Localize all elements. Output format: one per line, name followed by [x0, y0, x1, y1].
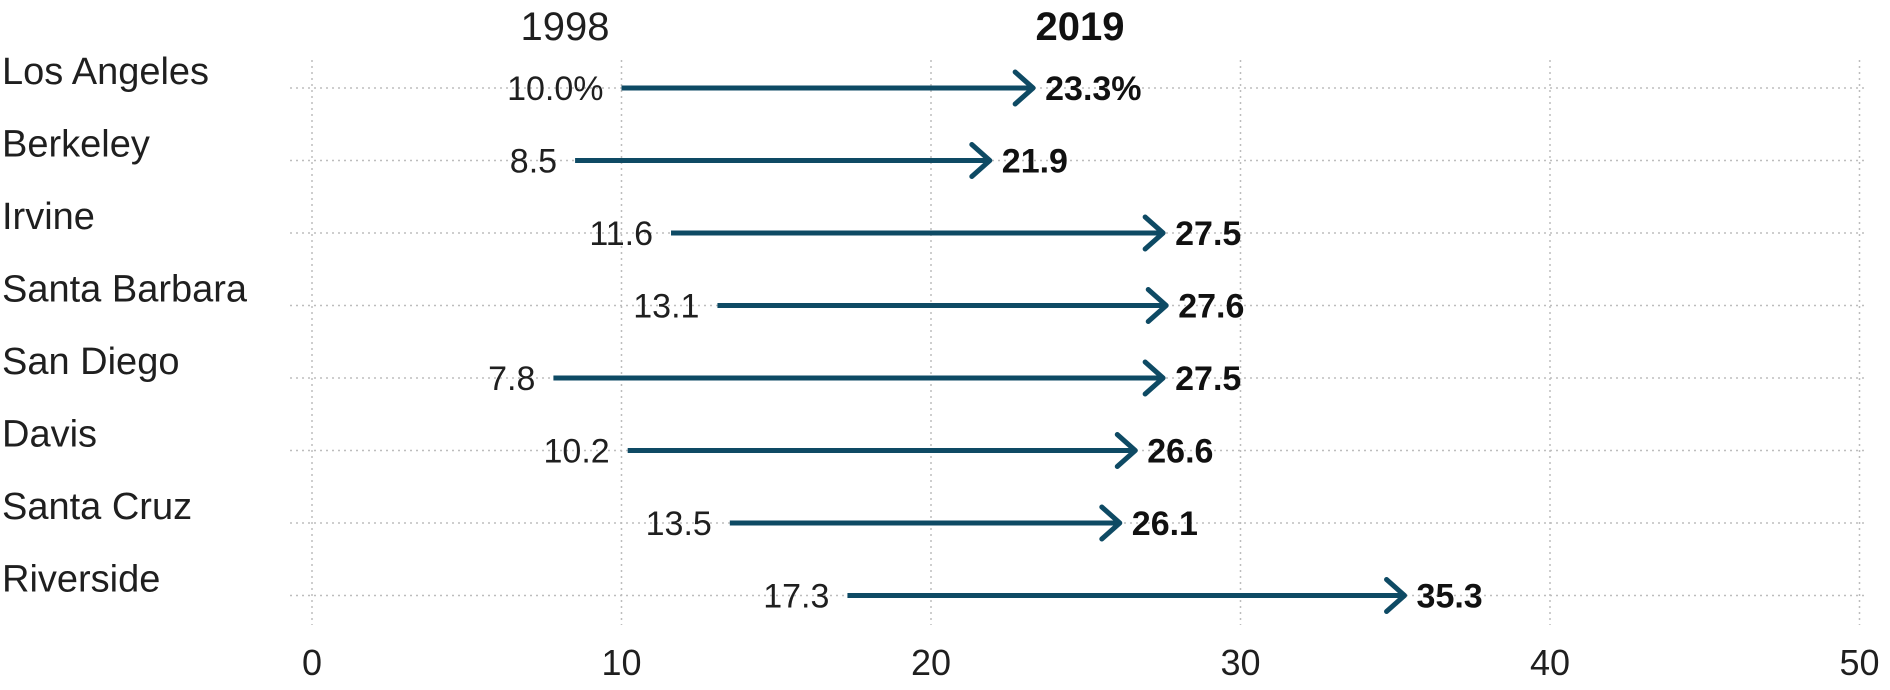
arrow-row: 17.3 35.3	[763, 577, 1483, 616]
x-tick-label: 20	[911, 642, 951, 683]
category-label: Irvine	[2, 196, 95, 238]
arrow-row: 10.2 26.6	[544, 432, 1213, 471]
arrow-head	[1012, 69, 1036, 107]
arrow-head	[1099, 504, 1123, 542]
column-headers: 1998 2019	[521, 5, 1125, 49]
end-value-label: 21.9	[1002, 143, 1068, 181]
category-label: Davis	[2, 414, 97, 456]
x-tick-label: 40	[1530, 642, 1570, 683]
x-tick-label: 10	[601, 642, 641, 683]
arrow-row: 13.5 26.1	[646, 504, 1198, 543]
arrow-head	[969, 142, 993, 179]
grid-layer	[311, 60, 1861, 625]
end-value-label: 35.3	[1417, 578, 1483, 616]
start-value-label: 17.3	[763, 578, 829, 616]
arrow-row: 7.8 27.5	[488, 359, 1241, 398]
start-value-label: 13.5	[646, 505, 712, 543]
arrow-row: 13.1 27.6	[633, 287, 1244, 326]
category-label: San Diego	[2, 341, 179, 383]
arrow-head	[1114, 432, 1138, 469]
arrow-head	[1384, 577, 1408, 614]
header-end-year: 2019	[1036, 5, 1125, 49]
end-value-label: 23.3%	[1045, 70, 1141, 108]
category-labels: Los Angeles Berkeley Irvine Santa Barbara Sa…	[2, 51, 248, 601]
category-label: Santa Barbara	[2, 269, 248, 311]
end-value-label: 27.5	[1175, 360, 1241, 398]
category-label: Berkeley	[2, 124, 150, 166]
arrow-head	[1145, 287, 1169, 324]
end-value-label: 26.1	[1132, 505, 1198, 543]
arrow-head	[1142, 214, 1166, 252]
category-label: Santa Cruz	[2, 486, 192, 528]
x-tick-label: 30	[1220, 642, 1260, 683]
start-value-label: 10.0%	[507, 70, 603, 108]
start-value-label: 8.5	[510, 143, 557, 181]
end-value-label: 26.6	[1147, 433, 1213, 471]
arrow-row: 11.6 27.5	[589, 214, 1241, 253]
end-value-label: 27.5	[1175, 215, 1241, 253]
start-value-label: 10.2	[544, 433, 610, 471]
arrow-row: 10.0% 23.3%	[507, 69, 1142, 108]
x-axis-tick-labels: 0 10 20 30 40 50	[302, 642, 1880, 683]
header-start-year: 1998	[521, 5, 610, 49]
x-tick-label: 0	[302, 642, 322, 683]
start-value-label: 7.8	[488, 360, 535, 398]
category-label: Riverside	[2, 559, 160, 601]
arrow-row: 8.5 21.9	[510, 142, 1068, 181]
start-value-label: 11.6	[589, 215, 653, 253]
x-tick-label: 50	[1839, 642, 1879, 683]
arrows-layer: 10.0% 23.3% 8.5 21.9 11.6 27.5 13.1 27.6 7.8 27.5…	[488, 69, 1483, 616]
end-value-label: 27.6	[1178, 288, 1244, 326]
arrow-head	[1142, 359, 1166, 397]
category-label: Los Angeles	[2, 51, 209, 93]
start-value-label: 13.1	[633, 288, 699, 326]
